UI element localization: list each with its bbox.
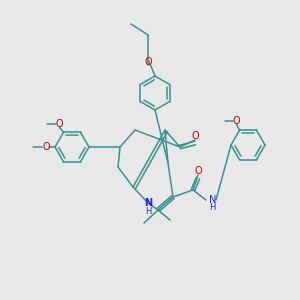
Text: O: O bbox=[56, 119, 63, 129]
Text: N: N bbox=[209, 195, 216, 205]
Text: H: H bbox=[145, 206, 151, 215]
Text: O: O bbox=[191, 131, 199, 141]
Text: O: O bbox=[194, 166, 202, 176]
Text: H: H bbox=[209, 202, 215, 211]
Text: O: O bbox=[42, 142, 50, 152]
Text: O: O bbox=[233, 116, 240, 126]
Text: O: O bbox=[144, 57, 152, 67]
Text: N: N bbox=[144, 198, 152, 208]
